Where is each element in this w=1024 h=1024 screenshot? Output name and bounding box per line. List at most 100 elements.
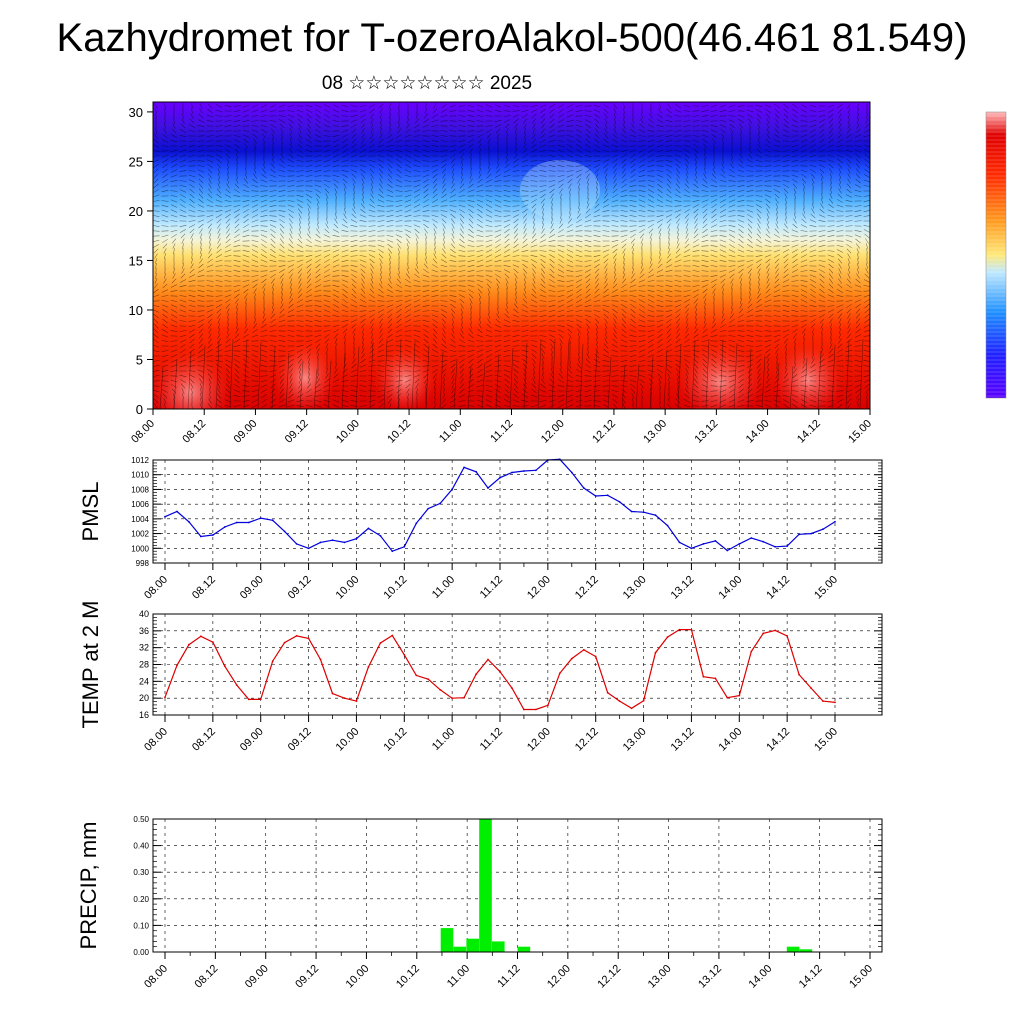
temp-point: [642, 699, 645, 702]
x-tick-label: 13.00: [621, 574, 649, 602]
x-tick-label: 14.00: [716, 726, 744, 754]
y-tick-label: 1010: [131, 471, 149, 480]
pmsl-point: [451, 488, 453, 491]
pmsl-point: [690, 547, 693, 550]
x-tick-label: 11.12: [478, 726, 505, 753]
x-tick-label: 10.00: [344, 963, 372, 991]
x-tick-label: 15.00: [847, 963, 875, 991]
pmsl-point: [319, 541, 322, 544]
temp-point: [570, 657, 573, 660]
x-tick-label: 14.12: [797, 963, 825, 991]
precip-bar: [466, 938, 479, 952]
colorbar: [986, 112, 1006, 398]
temp-point: [630, 707, 633, 710]
x-tick-label: 08.12: [180, 418, 208, 446]
x-tick-label: 14.00: [744, 418, 772, 446]
precip-bar: [479, 819, 492, 952]
temp-point: [810, 687, 812, 689]
temp-point: [439, 688, 442, 691]
x-tick-label: 12.12: [595, 963, 623, 991]
pmsl-point: [678, 541, 681, 544]
pmsl-point: [511, 471, 513, 474]
precip-bar: [517, 946, 531, 952]
y-tick-label: 1002: [131, 530, 149, 539]
x-tick-label: 10.12: [381, 574, 409, 602]
x-tick-label: 08.00: [142, 574, 170, 602]
x-tick-label: 13.12: [693, 418, 721, 446]
x-tick-label: 14.12: [764, 726, 792, 754]
y-tick-label: 24: [139, 676, 149, 686]
y-tick-label: 0.10: [133, 921, 149, 930]
pmsl-point: [822, 528, 824, 531]
pmsl-point: [750, 537, 753, 539]
temp-point: [403, 653, 406, 656]
pmsl-point: [535, 469, 537, 472]
y-tick-label: 25: [129, 154, 143, 169]
y-tick-label: 36: [139, 626, 149, 636]
pmsl-point: [259, 517, 262, 519]
x-tick-label: 11.00: [437, 418, 464, 445]
y-tick-label: 0.20: [133, 895, 149, 904]
pmsl-point: [235, 521, 238, 524]
pmsl-point: [391, 550, 394, 553]
temp-point: [235, 684, 238, 686]
pmsl-point: [475, 470, 477, 473]
x-tick-label: 09.00: [232, 418, 260, 446]
pmsl-point: [463, 466, 465, 469]
pmsl-point: [570, 471, 573, 474]
x-tick-label: 13.12: [696, 963, 724, 991]
pmsl-point: [810, 532, 812, 535]
cross-section-field: [153, 102, 870, 409]
y-tick-label: 0.30: [133, 868, 149, 877]
temp-series-line: [164, 628, 836, 711]
x-tick-label: 11.12: [495, 963, 522, 990]
x-tick-label: 12.00: [525, 726, 553, 754]
temp-point: [487, 658, 489, 661]
temp-point: [774, 629, 777, 632]
temp-point: [690, 628, 693, 631]
pmsl-point: [762, 540, 765, 543]
pmsl-point: [212, 534, 214, 536]
y-tick-label: 1012: [131, 456, 149, 465]
temp-point: [283, 641, 286, 644]
temp-point: [463, 696, 465, 699]
temp-point: [750, 650, 753, 653]
y-tick-label: 40: [139, 609, 149, 619]
temp-point: [295, 635, 298, 637]
pmsl-point: [247, 521, 250, 524]
temp-frame: [152, 613, 883, 716]
pmsl-panel: 08.00 08.12 09.00 09.12 10.00 10.12 11.00 11.12…: [78, 456, 883, 602]
x-tick-label: 10.00: [334, 574, 362, 602]
x-tick-label: 08.00: [142, 963, 170, 991]
surface-vertical-motion: [159, 338, 864, 409]
x-tick-label: 08.00: [142, 726, 170, 754]
y-tick-label: 20: [139, 693, 149, 703]
pmsl-point: [283, 530, 286, 533]
y-tick-label: 0: [136, 402, 143, 417]
temp-point: [594, 655, 597, 658]
temp-point: [331, 692, 334, 695]
pmsl-point: [523, 470, 525, 472]
temp-point: [558, 672, 561, 675]
pmsl-frame: [152, 459, 883, 564]
temp-point: [822, 700, 824, 702]
x-tick-label: 11.00: [430, 574, 457, 601]
pmsl-axis-label: PMSL: [78, 482, 103, 542]
precip-bar: [786, 946, 800, 952]
precip-bar: [799, 949, 813, 952]
pmsl-point: [642, 511, 645, 514]
wind-vector-field: [153, 103, 870, 409]
x-tick-label: 12.12: [573, 574, 601, 602]
x-tick-label: 14.12: [795, 418, 823, 446]
x-tick-label: 15.00: [846, 418, 874, 446]
temp-point: [535, 708, 537, 711]
precip-bar: [440, 928, 454, 952]
temp-point: [666, 636, 669, 638]
colorbar-band-lines: [986, 115, 1006, 397]
temp-point: [164, 696, 166, 699]
temp-point: [618, 700, 621, 702]
x-tick-label: 10.00: [334, 726, 362, 754]
x-tick-label: 11.00: [430, 726, 457, 753]
temp-point: [415, 674, 418, 677]
